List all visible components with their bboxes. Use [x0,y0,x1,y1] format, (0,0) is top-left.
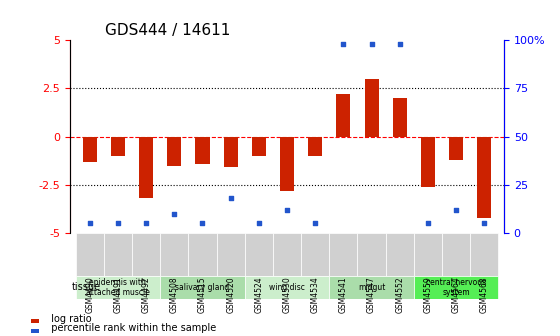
Bar [167,137,181,166]
Bar [111,137,125,156]
Text: GSM4559: GSM4559 [423,276,432,313]
Point [367,41,376,47]
FancyBboxPatch shape [217,233,245,276]
Bar [139,137,153,198]
Bar [421,137,435,187]
Point [254,221,263,226]
FancyBboxPatch shape [245,233,273,276]
FancyBboxPatch shape [301,233,329,276]
Bar [195,137,209,164]
FancyBboxPatch shape [470,233,498,276]
FancyBboxPatch shape [329,233,357,276]
Text: GSM4492: GSM4492 [142,276,151,312]
Text: salivary gland: salivary gland [175,283,230,292]
FancyBboxPatch shape [160,233,188,276]
FancyBboxPatch shape [414,233,442,276]
Text: tissue: tissue [72,283,101,292]
Bar [252,137,266,156]
Text: GSM4491: GSM4491 [114,276,123,312]
Text: log ratio: log ratio [45,314,91,324]
Bar [308,137,322,156]
FancyBboxPatch shape [273,233,301,276]
Text: GSM4552: GSM4552 [395,276,404,312]
Point [395,41,404,47]
Point [339,41,348,47]
FancyBboxPatch shape [188,233,217,276]
Text: epidermis with
attached muscle: epidermis with attached muscle [86,278,150,297]
Bar [449,137,463,160]
FancyBboxPatch shape [160,276,245,299]
Bar [477,137,491,218]
Point [85,221,94,226]
Text: GSM4520: GSM4520 [226,276,235,312]
Text: percentile rank within the sample: percentile rank within the sample [45,323,216,333]
Text: GSM4568: GSM4568 [480,276,489,312]
Text: GSM4515: GSM4515 [198,276,207,312]
FancyBboxPatch shape [414,276,498,299]
Text: GSM4508: GSM4508 [170,276,179,312]
Bar [83,137,97,162]
Bar [337,94,351,137]
Point [114,221,123,226]
Text: wing disc: wing disc [269,283,305,292]
FancyBboxPatch shape [329,276,414,299]
Bar [365,79,379,137]
Point [282,207,291,213]
FancyBboxPatch shape [76,276,160,299]
FancyBboxPatch shape [386,233,414,276]
Point [480,221,489,226]
Text: central nervous
system: central nervous system [426,278,486,297]
FancyBboxPatch shape [357,233,386,276]
Text: GSM4530: GSM4530 [282,276,292,313]
FancyBboxPatch shape [104,233,132,276]
Point [198,221,207,226]
Point [451,207,460,213]
Text: GSM4524: GSM4524 [254,276,263,312]
Point [311,221,320,226]
Bar [393,98,407,137]
Text: GSM4490: GSM4490 [85,276,94,313]
Bar [280,137,294,191]
Point [142,221,151,226]
Bar [223,137,237,167]
Text: GSM4564: GSM4564 [451,276,460,313]
Text: GSM4547: GSM4547 [367,276,376,313]
FancyBboxPatch shape [245,276,329,299]
FancyBboxPatch shape [76,233,104,276]
Point [226,196,235,201]
Text: midgut: midgut [358,283,385,292]
Text: GSM4534: GSM4534 [311,276,320,313]
Text: GSM4541: GSM4541 [339,276,348,312]
Point [170,211,179,216]
FancyBboxPatch shape [442,233,470,276]
Point [423,221,432,226]
Text: GDS444 / 14611: GDS444 / 14611 [105,23,230,38]
FancyBboxPatch shape [132,233,160,276]
